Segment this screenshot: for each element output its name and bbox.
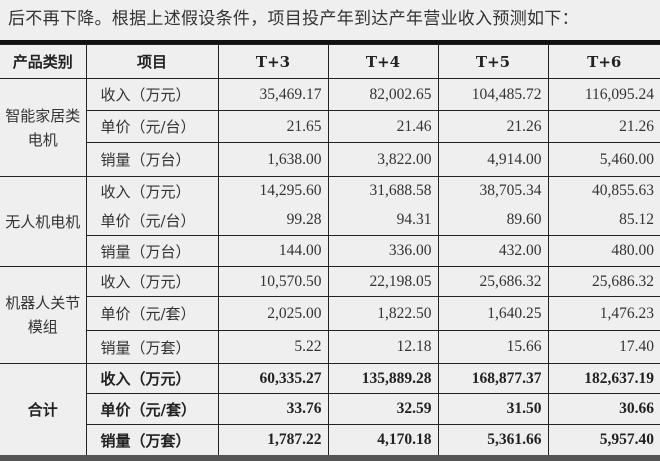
value-cell: 168,877.37 bbox=[437, 363, 549, 394]
value-cell: 5,460.00 bbox=[547, 142, 660, 177]
category-cell: 智能家居类电机 bbox=[0, 78, 87, 177]
item-cell: 销量（万套） bbox=[86, 330, 219, 364]
value-cell: 21.26 bbox=[547, 110, 660, 143]
item-cell: 收入（万元） bbox=[85, 78, 219, 111]
value-cell: 12.18 bbox=[327, 330, 439, 364]
value-cell: 38,705.34 bbox=[437, 176, 549, 206]
item-cell: 收入（万元） bbox=[85, 176, 219, 206]
value-cell: 1,787.22 bbox=[217, 424, 329, 456]
category-cell: 合计 bbox=[0, 363, 87, 456]
value-cell: 1,822.50 bbox=[327, 296, 439, 331]
header-item: 项目 bbox=[85, 44, 219, 79]
value-cell: 4,170.18 bbox=[327, 424, 439, 456]
value-cell: 5.22 bbox=[217, 330, 329, 364]
table-row: 智能家居类电机 收入（万元） 35,469.17 82,002.65 104,485.7… bbox=[0, 78, 660, 177]
table-row: 合计 收入（万元） 60,335.27 135,889.28 168,877.37 182… bbox=[0, 363, 660, 456]
value-cell: 1,476.23 bbox=[547, 296, 660, 331]
value-cell: 1,640.25 bbox=[437, 296, 549, 331]
value-cell: 4,914.00 bbox=[437, 142, 549, 177]
item-cell: 单价（元/台） bbox=[86, 110, 219, 143]
value-cell: 25,686.32 bbox=[547, 266, 660, 297]
table-row: 单价（元/台） 21.65 21.46 21.26 21.26 bbox=[0, 110, 660, 143]
value-cell: 480.00 bbox=[547, 235, 660, 267]
item-cell: 收入（万元） bbox=[85, 266, 219, 297]
value-cell: 99.28 bbox=[217, 205, 329, 236]
value-cell: 15.66 bbox=[437, 330, 549, 364]
value-cell: 21.46 bbox=[327, 110, 439, 143]
value-cell: 135,889.28 bbox=[327, 363, 439, 394]
value-cell: 33.76 bbox=[217, 393, 329, 425]
value-cell: 21.26 bbox=[437, 110, 549, 143]
value-cell: 3,822.00 bbox=[327, 142, 439, 177]
table-row: 销量（万套） 5.22 12.18 15.66 17.40 bbox=[0, 330, 660, 364]
category-cell: 无人机电机 bbox=[0, 176, 87, 267]
table-row: 销量（万台） 144.00 336.00 432.00 480.00 bbox=[0, 235, 660, 267]
category-cell: 机器人关节模组 bbox=[0, 266, 87, 364]
table-row: 销量（万台） 1,638.00 3,822.00 4,914.00 5,460.00 bbox=[0, 142, 660, 177]
value-cell: 89.60 bbox=[437, 205, 549, 236]
item-cell: 销量（万台） bbox=[86, 142, 219, 177]
value-cell: 182,637.19 bbox=[547, 363, 660, 394]
value-cell: 82,002.65 bbox=[327, 78, 439, 111]
value-cell: 5,957.40 bbox=[547, 424, 660, 456]
value-cell: 30.66 bbox=[547, 393, 660, 425]
value-cell: 432.00 bbox=[437, 235, 549, 267]
value-cell: 32.59 bbox=[327, 393, 439, 425]
value-cell: 2,025.00 bbox=[217, 296, 329, 331]
value-cell: 22,198.05 bbox=[327, 266, 439, 297]
value-cell: 35,469.17 bbox=[217, 78, 329, 111]
table-row: 无人机电机 收入（万元） 14,295.60 31,688.58 38,705.34 40… bbox=[0, 176, 660, 267]
table-row: 单价（元/台） 99.28 94.31 89.60 85.12 bbox=[0, 205, 660, 236]
value-cell: 104,485.72 bbox=[437, 78, 549, 111]
table-row: 单价（元/套） 2,025.00 1,822.50 1,640.25 1,476.23 bbox=[0, 296, 660, 331]
table-row: 机器人关节模组 收入（万元） 10,570.50 22,198.05 25,686.32… bbox=[0, 266, 660, 364]
header-t6: T+6 bbox=[547, 44, 660, 79]
table-bottom-rule bbox=[0, 455, 660, 461]
header-t4: T+4 bbox=[327, 44, 439, 79]
value-cell: 144.00 bbox=[217, 235, 329, 267]
value-cell: 17.40 bbox=[547, 330, 660, 364]
revenue-forecast-table: 产品类别 项目 T+3 T+4 T+5 T+6 智能家居类电机 收入（万元） 35,… bbox=[0, 44, 660, 456]
value-cell: 31,688.58 bbox=[327, 176, 439, 206]
header-category: 产品类别 bbox=[0, 44, 87, 79]
header-t5: T+5 bbox=[437, 44, 549, 79]
value-cell: 10,570.50 bbox=[217, 266, 329, 297]
value-cell: 14,295.60 bbox=[217, 176, 329, 206]
value-cell: 21.65 bbox=[217, 110, 329, 143]
table-row: 单价（元/套） 33.76 32.59 31.50 30.66 bbox=[0, 393, 660, 425]
table-top-rule bbox=[0, 40, 660, 44]
value-cell: 25,686.32 bbox=[437, 266, 549, 297]
value-cell: 336.00 bbox=[327, 235, 439, 267]
value-cell: 116,095.24 bbox=[547, 78, 660, 111]
value-cell: 40,855.63 bbox=[547, 176, 660, 206]
header-t3: T+3 bbox=[217, 44, 329, 79]
table-row: 销量（万套） 1,787.22 4,170.18 5,361.66 5,957.40 bbox=[0, 424, 660, 456]
value-cell: 1,638.00 bbox=[217, 142, 329, 177]
value-cell: 5,361.66 bbox=[437, 424, 549, 456]
value-cell: 31.50 bbox=[437, 393, 549, 425]
intro-paragraph: 后不再下降。根据上述假设条件，项目投产年到达产年营业收入预测如下： bbox=[8, 9, 579, 29]
item-cell: 销量（万套） bbox=[86, 424, 219, 456]
value-cell: 94.31 bbox=[327, 205, 439, 236]
item-cell: 销量（万台） bbox=[86, 235, 219, 267]
header-row: 产品类别 项目 T+3 T+4 T+5 T+6 bbox=[0, 44, 660, 79]
item-cell: 收入（万元） bbox=[85, 363, 219, 394]
value-cell: 60,335.27 bbox=[217, 363, 329, 394]
item-cell: 单价（元/套） bbox=[86, 296, 219, 331]
item-cell: 单价（元/台） bbox=[86, 205, 219, 236]
value-cell: 85.12 bbox=[547, 205, 660, 236]
item-cell: 单价（元/套） bbox=[86, 393, 219, 425]
